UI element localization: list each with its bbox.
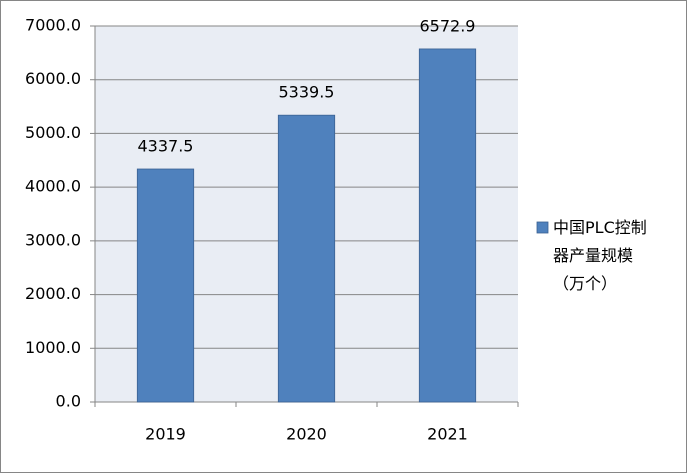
y-tick-label: 2000.0 — [25, 284, 81, 303]
x-tick-label: 2019 — [145, 425, 186, 444]
y-tick-label: 1000.0 — [25, 338, 81, 357]
y-tick-label: 0.0 — [56, 392, 81, 411]
data-label: 6572.9 — [420, 16, 476, 35]
y-tick-label: 4000.0 — [25, 177, 81, 196]
data-label: 5339.5 — [279, 83, 335, 102]
y-tick-label: 5000.0 — [25, 123, 81, 142]
y-tick-label: 7000.0 — [25, 16, 81, 35]
y-tick-label: 6000.0 — [25, 69, 81, 88]
y-tick-label: 3000.0 — [25, 230, 81, 249]
x-tick-label: 2021 — [427, 425, 468, 444]
legend-swatch — [536, 221, 549, 234]
legend-label: 中国PLC控制器产量规模（万个） — [553, 218, 647, 293]
x-tick-label: 2020 — [286, 425, 327, 444]
data-label: 4337.5 — [138, 137, 194, 156]
bar — [418, 48, 477, 403]
bar — [136, 168, 195, 403]
bar — [277, 114, 336, 403]
